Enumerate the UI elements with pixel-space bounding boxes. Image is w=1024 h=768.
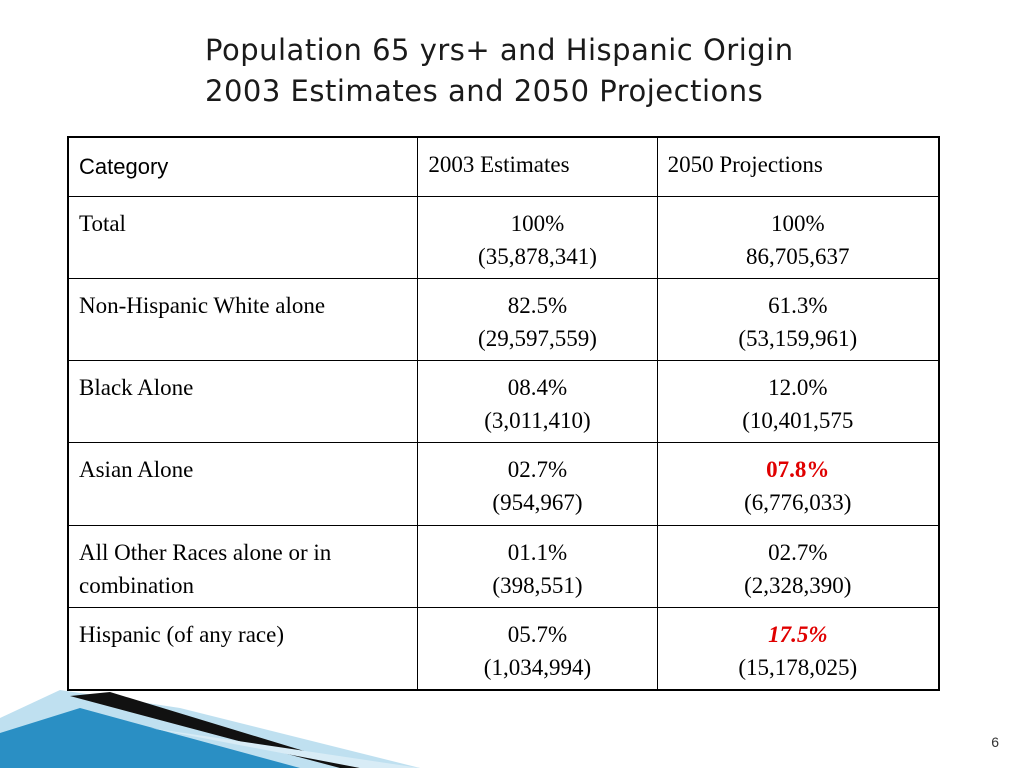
cell-2050-count: (6,776,033) [744, 490, 852, 516]
table-row: Hispanic (of any race) 05.7% (1,034,994)… [67, 606, 940, 691]
cell-2003: 05.7% (1,034,994) [417, 606, 658, 691]
cell-2050: 12.0% (10,401,575 [656, 360, 940, 444]
cell-2003-count: (398,551) [492, 572, 583, 598]
cell-2050: 07.8% (6,776,033) [656, 442, 940, 526]
title-line-1: Population 65 yrs+ and Hispanic Origin [205, 33, 794, 67]
cell-2003: 82.5% (29,597,559) [417, 278, 658, 362]
row-category: Hispanic (of any race) [67, 606, 419, 691]
slide-title: Population 65 yrs+ and Hispanic Origin 2… [205, 30, 985, 112]
cell-2050-pct: 02.7% [768, 539, 828, 565]
table-row: Non-Hispanic White alone 82.5% (29,597,5… [67, 278, 940, 362]
decorative-swoosh [0, 690, 420, 768]
cell-2003-count: (35,878,341) [478, 244, 597, 269]
cell-2050-pct: 100% [770, 211, 825, 236]
cell-2050-count: 86,705,637 [746, 244, 850, 269]
row-category: Black Alone [67, 360, 419, 444]
row-category: Total [67, 195, 419, 280]
table-row: Total 100% (35,878,341) 100% 86,705,637 [67, 195, 940, 280]
cell-2050: 100% 86,705,637 [656, 195, 940, 280]
cell-2003-count: (29,597,559) [478, 326, 597, 352]
cell-2050-pct: 12.0% [768, 375, 828, 401]
cell-2003-pct: 100% [510, 211, 565, 236]
cell-2050: 02.7% (2,328,390) [656, 524, 940, 608]
data-table: Category 2003 Estimates 2050 Projections… [67, 136, 940, 691]
cell-2003-count: (3,011,410) [484, 408, 591, 434]
title-line-2: 2003 Estimates and 2050 Projections [205, 74, 764, 108]
cell-2050-count: (15,178,025) [738, 654, 858, 680]
page-number: 6 [991, 734, 999, 750]
cell-2050-pct-highlighted: 07.8% [766, 457, 830, 483]
cell-2003: 08.4% (3,011,410) [417, 360, 658, 444]
cell-2050: 17.5% (15,178,025) [656, 606, 940, 691]
cell-2003: 02.7% (954,967) [417, 442, 658, 526]
row-category: All Other Races alone or in combination [67, 524, 419, 608]
cell-2003-pct: 02.7% [507, 457, 568, 483]
column-header-2003: 2003 Estimates [417, 136, 658, 197]
column-header-category: Category [67, 136, 419, 197]
table-row: Black Alone 08.4% (3,011,410) 12.0% (10,… [67, 360, 940, 444]
table-row: All Other Races alone or in combination … [67, 524, 940, 608]
column-header-2050: 2050 Projections [656, 136, 940, 197]
table-header-row: Category 2003 Estimates 2050 Projections [67, 136, 940, 197]
cell-2003: 100% (35,878,341) [417, 195, 658, 280]
table-row: Asian Alone 02.7% (954,967) 07.8% (6,776… [67, 442, 940, 526]
cell-2003-pct: 82.5% [507, 293, 568, 319]
cell-2003: 01.1% (398,551) [417, 524, 658, 608]
cell-2050-count: (10,401,575 [742, 408, 854, 434]
cell-2050-pct-highlighted: 17.5% [768, 621, 828, 647]
cell-2003-count: (1,034,994) [483, 654, 592, 680]
cell-2003-count: (954,967) [492, 490, 583, 516]
cell-2003-pct: 01.1% [507, 539, 568, 565]
swoosh-pale-band [150, 728, 420, 768]
cell-2050-count: (2,328,390) [744, 572, 852, 598]
cell-2050-count: (53,159,961) [738, 326, 858, 352]
swoosh-blue-band [0, 708, 300, 768]
cell-2050-pct: 61.3% [768, 293, 828, 319]
cell-2003-pct: 08.4% [507, 375, 568, 401]
cell-2050: 61.3% (53,159,961) [656, 278, 940, 362]
row-category: Asian Alone [67, 442, 419, 526]
cell-2003-pct: 05.7% [507, 621, 568, 647]
row-category: Non-Hispanic White alone [67, 278, 419, 362]
